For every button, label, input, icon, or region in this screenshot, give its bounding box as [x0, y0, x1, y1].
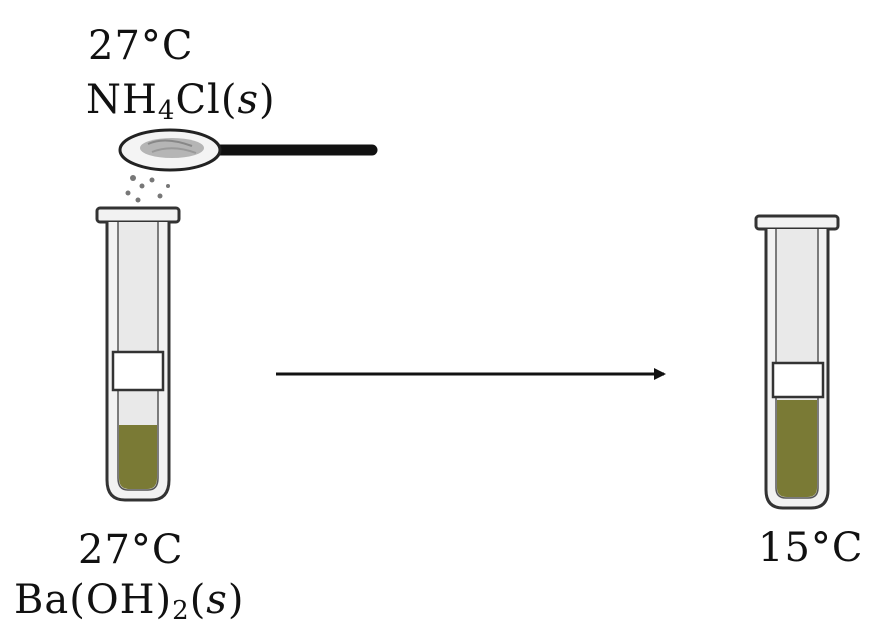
tube-temperature-label: 27°C: [78, 527, 184, 573]
left-tube-liquid: [119, 425, 157, 489]
nh4cl-subscript: 4: [157, 96, 176, 126]
nh4cl-close: ): [258, 77, 276, 123]
nh4cl-base: NH: [86, 77, 158, 123]
barium-hydroxide-label: Ba(OH)2(s): [14, 580, 244, 624]
baoh2-state: s: [206, 577, 228, 623]
right-tube-liquid: [777, 400, 817, 497]
baoh2-subscript: 2: [172, 596, 190, 626]
baoh2-open: (: [189, 577, 207, 623]
baoh2-close: ): [227, 577, 245, 623]
right-tube-label-band: [771, 361, 825, 399]
initial-temperature-label: 27°C: [88, 23, 194, 69]
final-temperature-label: 15°C: [758, 525, 864, 571]
left-test-tube: [95, 206, 181, 502]
spatula-spoon: [118, 128, 378, 172]
nh4cl-state: s: [237, 77, 259, 123]
baoh2-base: Ba(OH): [14, 577, 173, 623]
right-tube-rim: [754, 214, 840, 231]
left-tube-rim: [95, 206, 181, 224]
left-tube-label-band: [111, 350, 165, 392]
nh4cl-rest: Cl(: [175, 77, 238, 123]
right-test-tube: [754, 214, 840, 510]
ammonium-chloride-label: NH4Cl(s): [86, 80, 276, 124]
